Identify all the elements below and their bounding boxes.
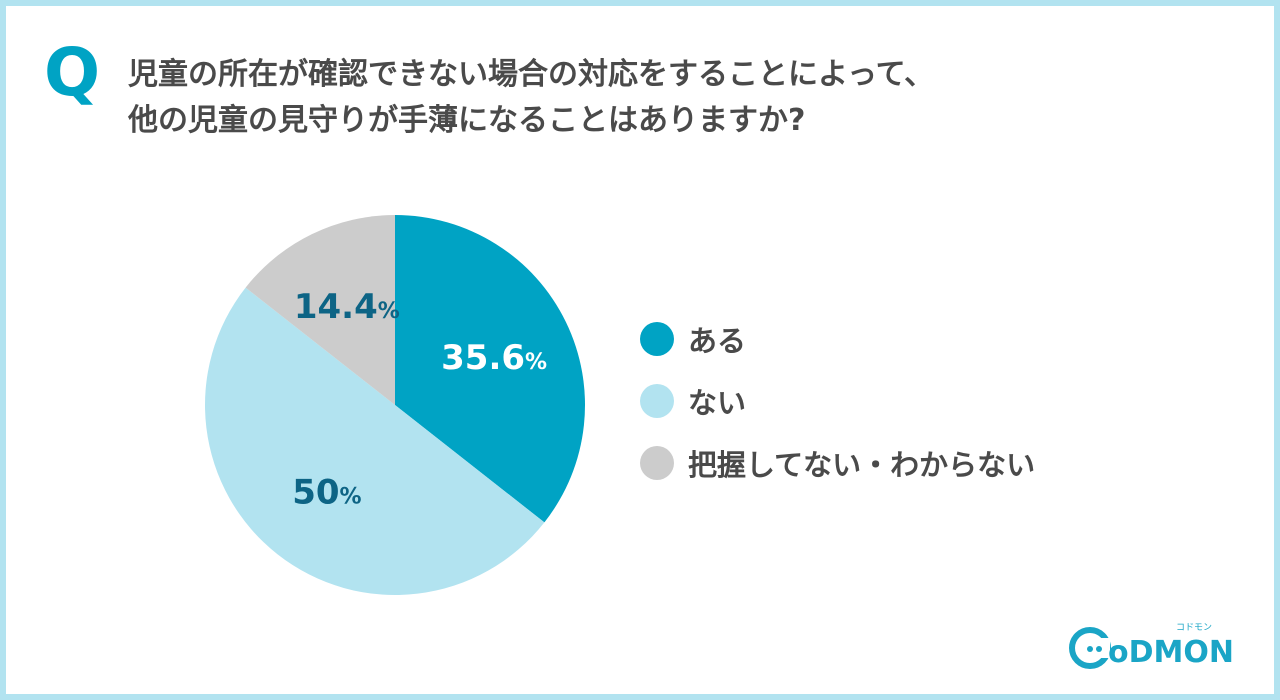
svg-text:oDMON: oDMON [1108,635,1234,670]
legend-swatch [640,446,674,480]
question-mark: Q [44,34,101,111]
chart-title: 児童の所在が確認できない場合の対応をすることによって、 他の児童の見守りが手薄に… [128,52,934,144]
pie-slice-2 [245,215,395,405]
pie-slice-0 [395,215,585,523]
svg-text:コドモン: コドモン [1176,623,1212,633]
legend-label: ある [688,324,747,358]
legend-item-1: ない [640,370,1035,432]
legend-label: 把握してない・わからない [688,448,1036,482]
legend-swatch [640,322,674,356]
slice-label-1: 50% [292,473,361,513]
legend: あるない把握してない・わからない [640,308,1035,494]
title-line-2: 他の児童の見守りが手薄になることはありますか? [128,103,806,138]
legend-item-2: 把握してない・わからない [640,432,1035,494]
legend-item-0: ある [640,308,1035,370]
codmon-logo: oDMON コドモン [1069,623,1234,670]
legend-swatch [640,384,674,418]
title-line-1: 児童の所在が確認できない場合の対応をすることによって、 [128,57,935,92]
pie-slice-1 [205,287,545,595]
legend-label: ない [688,386,747,420]
